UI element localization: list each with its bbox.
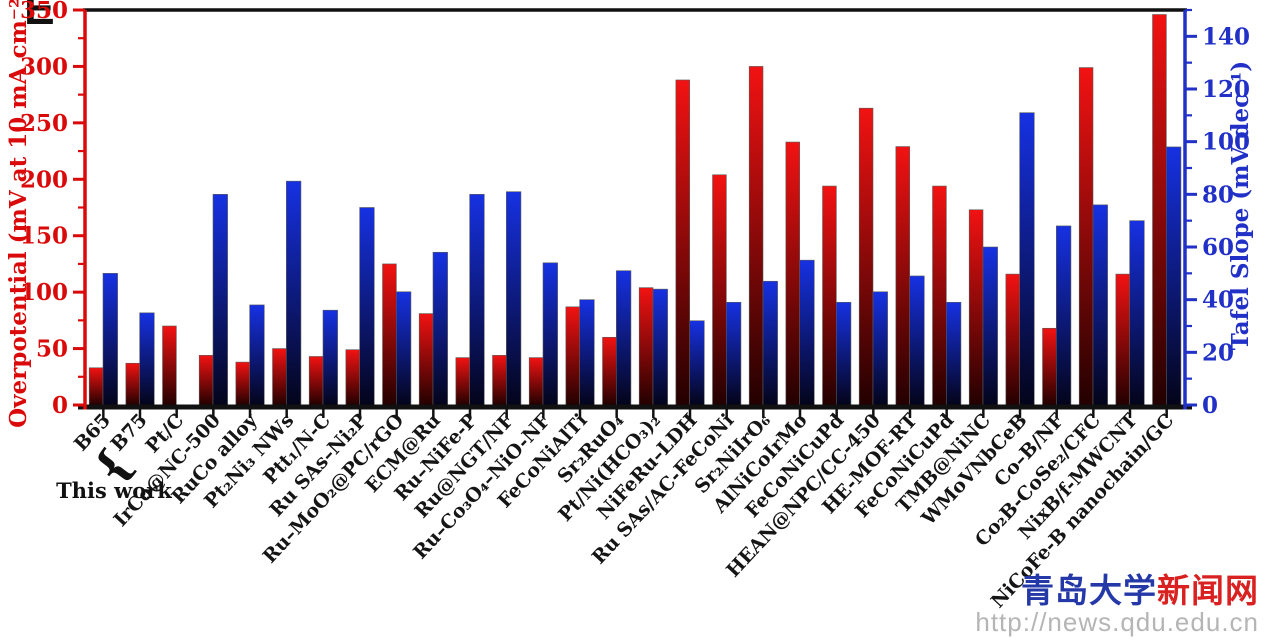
bar-overpotential-5 bbox=[235, 361, 250, 406]
bar-overpotential-1 bbox=[88, 367, 104, 406]
bar-overpotential-4 bbox=[198, 355, 214, 406]
bar-tafel-14 bbox=[579, 299, 595, 406]
bar-overpotential-13 bbox=[528, 357, 544, 406]
bar-overpotential-25 bbox=[968, 209, 984, 406]
right-axis-tick-label: 120 bbox=[1202, 76, 1250, 103]
bar-tafel-15 bbox=[616, 270, 632, 406]
bar-tafel-12 bbox=[506, 191, 522, 406]
bar-tafel-5 bbox=[249, 304, 265, 406]
left-axis-tick-label: 50 bbox=[36, 336, 68, 363]
bar-overpotential-9 bbox=[382, 263, 397, 406]
left-axis-tick-label: 300 bbox=[20, 53, 68, 80]
bar-overpotential-22 bbox=[858, 107, 874, 406]
left-axis-tick-label: 250 bbox=[20, 110, 68, 137]
left-axis-tick-label: 200 bbox=[20, 166, 68, 193]
bar-overpotential-27 bbox=[1042, 327, 1057, 406]
panel-letter: E bbox=[24, 0, 55, 34]
bar-overpotential-24 bbox=[932, 185, 947, 406]
bar-overpotential-26 bbox=[1005, 273, 1020, 406]
bar-overpotential-16 bbox=[638, 287, 654, 406]
right-axis-tick-label: 40 bbox=[1202, 287, 1234, 314]
bar-tafel-1 bbox=[102, 273, 118, 406]
bar-overpotential-11 bbox=[455, 357, 470, 406]
bar-tafel-28 bbox=[1092, 204, 1108, 406]
bar-tafel-4 bbox=[212, 194, 228, 406]
bar-tafel-7 bbox=[322, 309, 338, 406]
right-axis-tick-label: 100 bbox=[1202, 129, 1250, 156]
bar-overpotential-29 bbox=[1115, 273, 1130, 406]
bar-overpotential-19 bbox=[748, 66, 764, 406]
right-axis-tick-label: 60 bbox=[1202, 234, 1234, 261]
bar-overpotential-3 bbox=[162, 325, 177, 406]
bar-tafel-17 bbox=[689, 320, 705, 406]
bar-tafel-24 bbox=[946, 301, 962, 406]
bar-overpotential-20 bbox=[785, 141, 800, 406]
bar-tafel-8 bbox=[359, 207, 375, 406]
right-axis-title: Tafel Slope (mV dec⁻¹) bbox=[1227, 61, 1254, 350]
bar-tafel-29 bbox=[1129, 220, 1145, 406]
left-axis-title: Overpotential (mV at 10 mA cm⁻²) bbox=[5, 0, 32, 428]
bar-overpotential-23 bbox=[895, 146, 910, 406]
bar-overpotential-28 bbox=[1078, 67, 1094, 406]
right-axis-tick-label: 140 bbox=[1202, 23, 1250, 50]
bar-tafel-27 bbox=[1056, 225, 1072, 406]
bar-overpotential-30 bbox=[1152, 14, 1167, 406]
bar-tafel-18 bbox=[726, 301, 742, 406]
right-axis-tick-label: 80 bbox=[1202, 181, 1234, 208]
bar-tafel-6 bbox=[286, 180, 302, 406]
bar-overpotential-8 bbox=[345, 349, 360, 406]
bar-tafel-30 bbox=[1166, 146, 1182, 406]
bar-overpotential-18 bbox=[712, 174, 727, 406]
bar-overpotential-17 bbox=[675, 79, 690, 406]
bar-tafel-23 bbox=[909, 275, 925, 406]
bar-tafel-10 bbox=[432, 251, 448, 406]
bar-overpotential-21 bbox=[822, 185, 837, 406]
bar-overpotential-6 bbox=[272, 348, 287, 406]
bar-tafel-11 bbox=[469, 194, 485, 406]
bar-overpotential-14 bbox=[565, 306, 580, 406]
left-axis-tick-label: 350 bbox=[20, 0, 68, 24]
right-axis-tick-label: 0 bbox=[1202, 392, 1218, 419]
bar-tafel-13 bbox=[542, 262, 558, 406]
bar-overpotential-7 bbox=[308, 356, 324, 406]
bar-overpotential-12 bbox=[492, 355, 507, 406]
left-axis-tick-label: 0 bbox=[52, 392, 68, 419]
this-work-label: This work bbox=[56, 478, 172, 503]
right-axis-tick-label: 20 bbox=[1202, 339, 1234, 366]
left-axis-tick-label: 150 bbox=[20, 223, 68, 250]
bar-tafel-21 bbox=[836, 301, 852, 406]
bar-tafel-20 bbox=[799, 259, 815, 406]
bar-tafel-9 bbox=[396, 291, 412, 406]
bar-tafel-16 bbox=[652, 288, 668, 406]
left-axis-tick-label: 100 bbox=[20, 279, 68, 306]
bar-tafel-22 bbox=[872, 291, 888, 406]
bar-overpotential-10 bbox=[418, 313, 434, 406]
bar-tafel-25 bbox=[982, 246, 998, 406]
bar-tafel-19 bbox=[762, 280, 778, 406]
bar-overpotential-2 bbox=[125, 362, 140, 406]
bar-tafel-2 bbox=[139, 312, 155, 406]
bar-tafel-26 bbox=[1019, 112, 1035, 406]
bar-overpotential-15 bbox=[602, 336, 617, 406]
